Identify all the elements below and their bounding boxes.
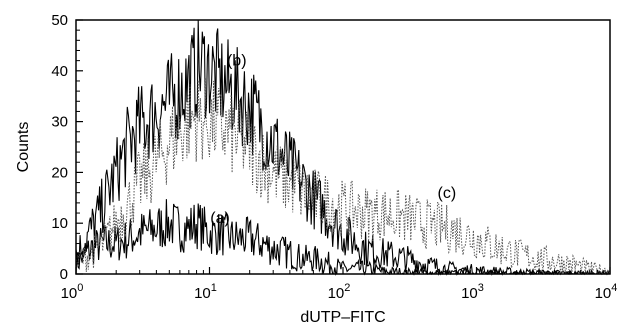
series-layer xyxy=(75,19,611,277)
y-axis: 0 10 20 30 40 50 xyxy=(51,12,83,283)
y-tick-label: 30 xyxy=(51,114,68,131)
y-axis-label: Counts xyxy=(15,122,32,173)
curve-annotation-0: (a) xyxy=(210,210,230,227)
annotation-layer: (a) (b) (c) xyxy=(210,53,456,227)
y-tick-label: 10 xyxy=(51,215,68,232)
y-tick-label: 0 xyxy=(60,266,68,283)
series-line-2 xyxy=(75,77,611,276)
x-minor-ticks xyxy=(115,270,605,274)
x-tick-label: 101 xyxy=(194,282,217,302)
y-tick-label: 50 xyxy=(51,12,68,29)
x-tick-label: 102 xyxy=(328,282,351,302)
y-tick-label: 20 xyxy=(51,164,68,181)
x-tick-label: 103 xyxy=(461,282,484,302)
x-axis-label: dUTP–FITC xyxy=(300,309,385,326)
curve-annotation-1: (b) xyxy=(227,53,247,70)
x-axis: 100 101 102 103 104 xyxy=(61,267,618,302)
x-tick-label: 100 xyxy=(61,282,84,302)
curve-annotation-2: (c) xyxy=(438,185,457,202)
x-tick-label: 104 xyxy=(595,282,618,302)
series-line-1 xyxy=(75,19,610,277)
y-tick-label: 40 xyxy=(51,63,68,80)
